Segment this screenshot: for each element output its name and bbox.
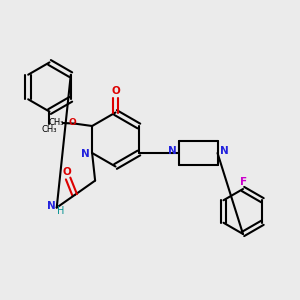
Text: O: O — [68, 118, 76, 127]
Text: N: N — [81, 149, 90, 159]
Text: O: O — [62, 167, 71, 177]
Text: CH₃: CH₃ — [42, 124, 57, 134]
Text: O: O — [111, 86, 120, 97]
Text: N: N — [47, 201, 56, 212]
Text: CH₃: CH₃ — [49, 118, 64, 127]
Text: methoxy: methoxy — [64, 122, 70, 123]
Text: F: F — [240, 177, 247, 188]
Text: H: H — [57, 206, 64, 216]
Text: N: N — [220, 146, 229, 156]
Text: N: N — [167, 146, 176, 156]
